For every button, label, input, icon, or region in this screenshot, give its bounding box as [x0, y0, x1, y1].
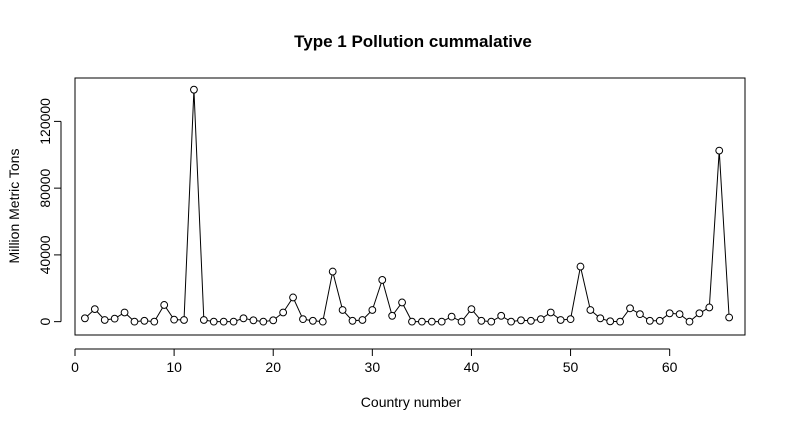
data-point: [695, 309, 704, 318]
data-point: [150, 317, 159, 326]
x-axis: 0 10 20 30 40 50 60: [71, 348, 678, 375]
data-point: [239, 314, 248, 323]
plot-frame: [74, 77, 746, 336]
data-point: [229, 317, 238, 326]
series-line: [84, 89, 730, 323]
data-point: [487, 317, 496, 326]
x-tick-label: 10: [166, 359, 182, 375]
data-point: [705, 303, 714, 312]
data-point: [398, 298, 406, 307]
y-axis-label: Million Metric Tons: [6, 149, 22, 264]
data-point: [299, 315, 307, 324]
data-point: [110, 314, 119, 323]
data-point: [269, 316, 278, 325]
data-point: [120, 308, 129, 317]
data-point: [616, 317, 625, 326]
data-point: [675, 310, 684, 319]
data-point: [725, 313, 734, 322]
data-point: [556, 316, 565, 324]
data-point: [437, 317, 446, 326]
data-point: [447, 312, 456, 321]
x-tick-label: 40: [464, 359, 480, 375]
x-tick-label: 20: [265, 359, 281, 375]
data-point: [517, 316, 525, 325]
data-point: [715, 146, 724, 155]
y-tick-label: 80000: [37, 168, 53, 207]
data-point: [190, 85, 198, 94]
data-point: [348, 316, 357, 325]
data-point: [566, 315, 575, 324]
y-tick-label: 120000: [37, 98, 53, 145]
data-point: [130, 317, 139, 326]
data-point: [417, 317, 426, 326]
data-point: [536, 315, 545, 324]
data-point: [427, 317, 436, 326]
x-tick-label: 30: [365, 359, 381, 375]
data-point: [626, 304, 634, 313]
data-point: [378, 276, 387, 284]
data-point: [209, 317, 218, 326]
data-point: [318, 317, 327, 326]
data-point: [527, 316, 535, 325]
data-point: [308, 316, 317, 325]
data-point: [408, 317, 416, 326]
data-point: [180, 316, 188, 324]
data-point: [160, 301, 169, 309]
data-point: [596, 314, 605, 323]
data-point: [219, 317, 228, 326]
data-point: [140, 316, 149, 325]
data-point: [655, 316, 664, 325]
y-axis: 0 40000 80000 120000: [37, 98, 62, 326]
data-point: [457, 317, 466, 326]
data-series: [81, 85, 734, 326]
y-tick-label: 40000: [37, 235, 53, 274]
data-point: [100, 316, 109, 324]
data-point: [546, 308, 555, 317]
data-point: [249, 316, 258, 325]
data-point: [507, 317, 515, 326]
data-point: [467, 305, 476, 314]
data-point: [388, 311, 397, 320]
data-point: [170, 315, 179, 324]
data-point: [90, 305, 99, 314]
data-point: [576, 262, 585, 271]
x-axis-label: Country number: [361, 394, 462, 410]
y-tick-label: 0: [37, 318, 53, 326]
data-point: [289, 293, 297, 302]
data-point: [259, 317, 268, 326]
x-tick-label: 60: [662, 359, 678, 375]
data-point: [328, 267, 337, 276]
data-point: [81, 314, 89, 323]
data-point: [606, 317, 615, 326]
data-point: [368, 306, 377, 314]
chart-title: Type 1 Pollution cummalative: [294, 32, 532, 51]
data-point: [477, 316, 486, 325]
data-point: [358, 316, 367, 324]
x-tick-label: 0: [71, 359, 79, 375]
data-point: [497, 311, 506, 320]
data-point: [338, 306, 347, 314]
data-point: [199, 316, 208, 324]
x-tick-label: 50: [563, 359, 579, 375]
data-point: [665, 309, 674, 318]
data-point: [645, 316, 654, 325]
data-point: [636, 310, 644, 319]
data-point: [279, 308, 288, 317]
data-point: [586, 306, 595, 314]
data-point: [685, 317, 694, 326]
